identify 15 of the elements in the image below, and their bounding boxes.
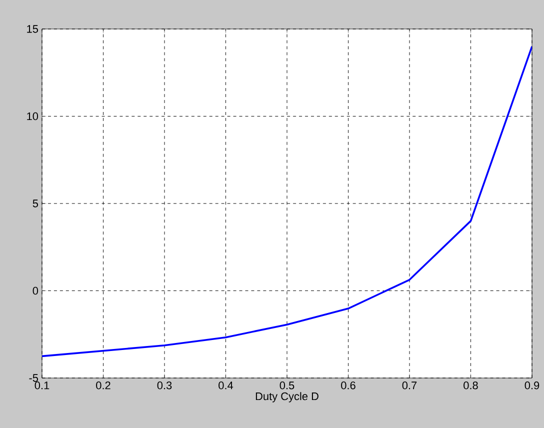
x-tick-label: 0.7 (402, 382, 417, 390)
x-tick-label: 0.2 (96, 382, 110, 390)
y-tick-label: -5 (29, 374, 38, 382)
y-tick-label: 0 (32, 286, 38, 295)
x-tick-label: 0.6 (341, 382, 356, 390)
y-tick-label: 5 (32, 200, 38, 208)
x-axis-title: Duty Cycle D (256, 392, 318, 402)
x-tick-label: 0.1 (34, 382, 50, 390)
y-tick-label: 10 (27, 112, 38, 120)
x-tick-label: 0.3 (157, 382, 172, 390)
x-tick-label: 0.9 (524, 382, 540, 390)
y-tick-label: 15 (27, 25, 38, 33)
x-tick-label: 0.4 (218, 382, 234, 390)
x-tick-label: 0.5 (280, 382, 294, 390)
x-tick-label: 0.8 (464, 382, 478, 390)
